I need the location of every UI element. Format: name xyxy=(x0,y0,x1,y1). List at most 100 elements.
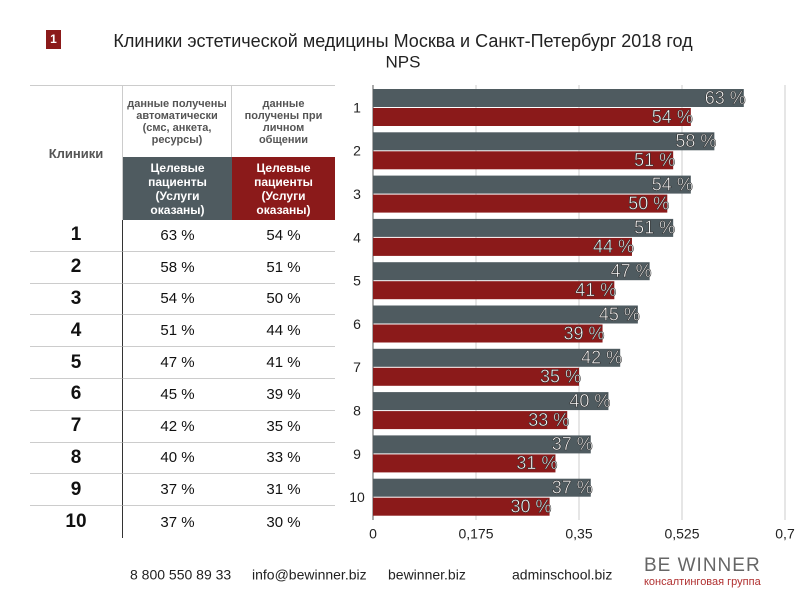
data-label: 51 % xyxy=(634,150,675,170)
bar xyxy=(373,392,609,411)
table-cell: 3 xyxy=(30,283,123,316)
y-tick-label: 5 xyxy=(353,273,361,289)
y-tick-label: 10 xyxy=(349,489,365,505)
data-label: 50 % xyxy=(628,193,669,213)
bar xyxy=(373,324,603,343)
y-tick-label: 8 xyxy=(353,402,361,418)
x-tick-label: 0,35 xyxy=(565,526,592,542)
table-cell: 42 % xyxy=(123,411,232,443)
data-label: 31 % xyxy=(516,453,557,473)
badge: 1 xyxy=(50,32,57,46)
table-cell: 31 % xyxy=(232,474,335,507)
data-label: 44 % xyxy=(593,237,634,257)
table-cell: 5 xyxy=(30,347,123,379)
table-cell: 37 % xyxy=(123,474,232,507)
table-cell: 50 % xyxy=(232,284,335,316)
table-cell: 6 xyxy=(30,379,123,411)
data-label: 42 % xyxy=(581,348,622,368)
table-cell: 63 % xyxy=(123,220,232,252)
table-cell: 33 % xyxy=(232,443,335,475)
table-cell: 35 % xyxy=(232,411,335,443)
data-label: 33 % xyxy=(528,410,569,430)
bar xyxy=(373,435,591,454)
chart-title: Клиники эстетической медицины Москва и С… xyxy=(113,31,693,51)
bar xyxy=(373,348,621,367)
subheader-cell: Целевые пациенты (Услуги оказаны) xyxy=(232,157,335,220)
badge-box xyxy=(46,30,61,49)
header-cell: данные получены при личном общении xyxy=(232,85,335,157)
table-cell: 9 xyxy=(30,474,123,507)
footer-site: bewinner.biz xyxy=(388,567,466,583)
table-cell: 54 % xyxy=(232,220,335,252)
footer-site: adminschool.biz xyxy=(512,567,612,583)
table-cell: 37 % xyxy=(160,513,195,531)
header-cell: данные получены автоматически (смс, анке… xyxy=(123,85,232,157)
data-label: 39 % xyxy=(564,323,605,343)
bar xyxy=(373,454,556,473)
y-tick-label: 3 xyxy=(353,186,361,202)
chart-subtitle: NPS xyxy=(386,52,421,71)
bar xyxy=(373,175,691,194)
data-label: 45 % xyxy=(599,304,640,324)
bar xyxy=(373,367,579,386)
data-label: 54 % xyxy=(652,107,693,127)
bar xyxy=(373,411,568,430)
y-tick-label: 4 xyxy=(353,229,361,245)
table-cell: 51 % xyxy=(232,252,335,284)
data-label: 40 % xyxy=(569,391,610,411)
data-label: 58 % xyxy=(675,131,716,151)
bar xyxy=(373,497,550,516)
data-label: 37 % xyxy=(552,477,593,497)
data-label: 41 % xyxy=(575,280,616,300)
bar xyxy=(373,305,638,324)
table-cell: 51 % xyxy=(123,315,232,348)
logo-tagline: консалтинговая группа xyxy=(644,576,762,588)
header-cell: Клиники xyxy=(30,85,123,220)
subheader-cell: Целевые пациенты (Услуги оказаны) xyxy=(123,157,232,220)
x-tick-label: 0,7 xyxy=(775,526,795,542)
bar xyxy=(373,194,668,213)
table-cell: 41 % xyxy=(232,347,335,379)
data-label: 30 % xyxy=(511,496,552,516)
table-cell: 1 xyxy=(30,220,123,252)
y-tick-label: 7 xyxy=(353,359,361,375)
footer-email: info@bewinner.biz xyxy=(252,567,367,583)
bar xyxy=(373,218,674,237)
data-label: 54 % xyxy=(652,174,693,194)
table-cell: 44 % xyxy=(232,315,335,348)
table-cell: 30 % xyxy=(266,513,301,531)
table-cell: 10 xyxy=(30,506,123,538)
table-cell: 8 xyxy=(30,442,123,475)
table-cell: 47 % xyxy=(123,347,232,379)
table-cell: 45 % xyxy=(123,379,232,411)
data-label: 51 % xyxy=(634,218,675,238)
table-cell: 40 % xyxy=(123,443,232,475)
x-tick-label: 0,525 xyxy=(664,526,699,542)
y-tick-label: 9 xyxy=(353,446,361,462)
table-cell: 54 % xyxy=(123,284,232,316)
bar xyxy=(373,151,674,170)
footer-phone: 8 800 550 89 33 xyxy=(130,567,231,583)
bar xyxy=(373,281,615,300)
data-label: 63 % xyxy=(705,88,746,108)
bar xyxy=(373,108,691,126)
table-cell: 4 xyxy=(30,315,123,348)
x-tick-label: 0,175 xyxy=(458,526,493,542)
y-tick-label: 1 xyxy=(353,99,361,115)
table-cell: 39 % xyxy=(232,379,335,411)
bar xyxy=(373,237,632,256)
y-tick-label: 6 xyxy=(353,316,361,332)
y-tick-label: 2 xyxy=(353,143,361,159)
x-tick-label: 0 xyxy=(369,526,377,542)
table-cell: 7 xyxy=(30,410,123,443)
bar xyxy=(373,478,591,497)
data-label: 35 % xyxy=(540,367,581,387)
bar xyxy=(373,132,715,151)
data-label: 47 % xyxy=(611,261,652,281)
bar xyxy=(373,89,744,107)
bar xyxy=(373,262,650,281)
logo: BE WINNER xyxy=(644,555,761,576)
table-cell: 2 xyxy=(30,251,123,284)
